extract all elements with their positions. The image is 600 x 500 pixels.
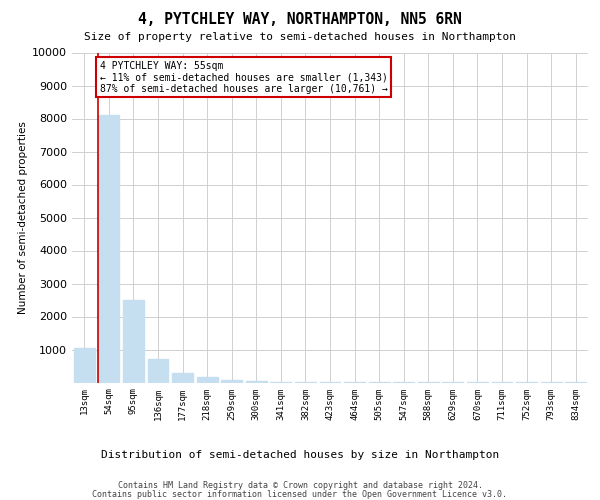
Text: Contains public sector information licensed under the Open Government Licence v3: Contains public sector information licen…: [92, 490, 508, 499]
Bar: [197, 377, 218, 382]
Text: Contains HM Land Registry data © Crown copyright and database right 2024.: Contains HM Land Registry data © Crown c…: [118, 481, 482, 490]
Bar: [221, 380, 242, 382]
Bar: [148, 360, 169, 382]
Text: 4 PYTCHLEY WAY: 55sqm
← 11% of semi-detached houses are smaller (1,343)
87% of s: 4 PYTCHLEY WAY: 55sqm ← 11% of semi-deta…: [100, 60, 388, 94]
Text: Distribution of semi-detached houses by size in Northampton: Distribution of semi-detached houses by …: [101, 450, 499, 460]
Bar: [123, 300, 144, 382]
Bar: [246, 381, 267, 382]
Bar: [74, 348, 95, 382]
Text: Size of property relative to semi-detached houses in Northampton: Size of property relative to semi-detach…: [84, 32, 516, 42]
Bar: [172, 372, 193, 382]
Text: 4, PYTCHLEY WAY, NORTHAMPTON, NN5 6RN: 4, PYTCHLEY WAY, NORTHAMPTON, NN5 6RN: [138, 12, 462, 28]
Bar: [98, 115, 119, 382]
Y-axis label: Number of semi-detached properties: Number of semi-detached properties: [18, 121, 28, 314]
